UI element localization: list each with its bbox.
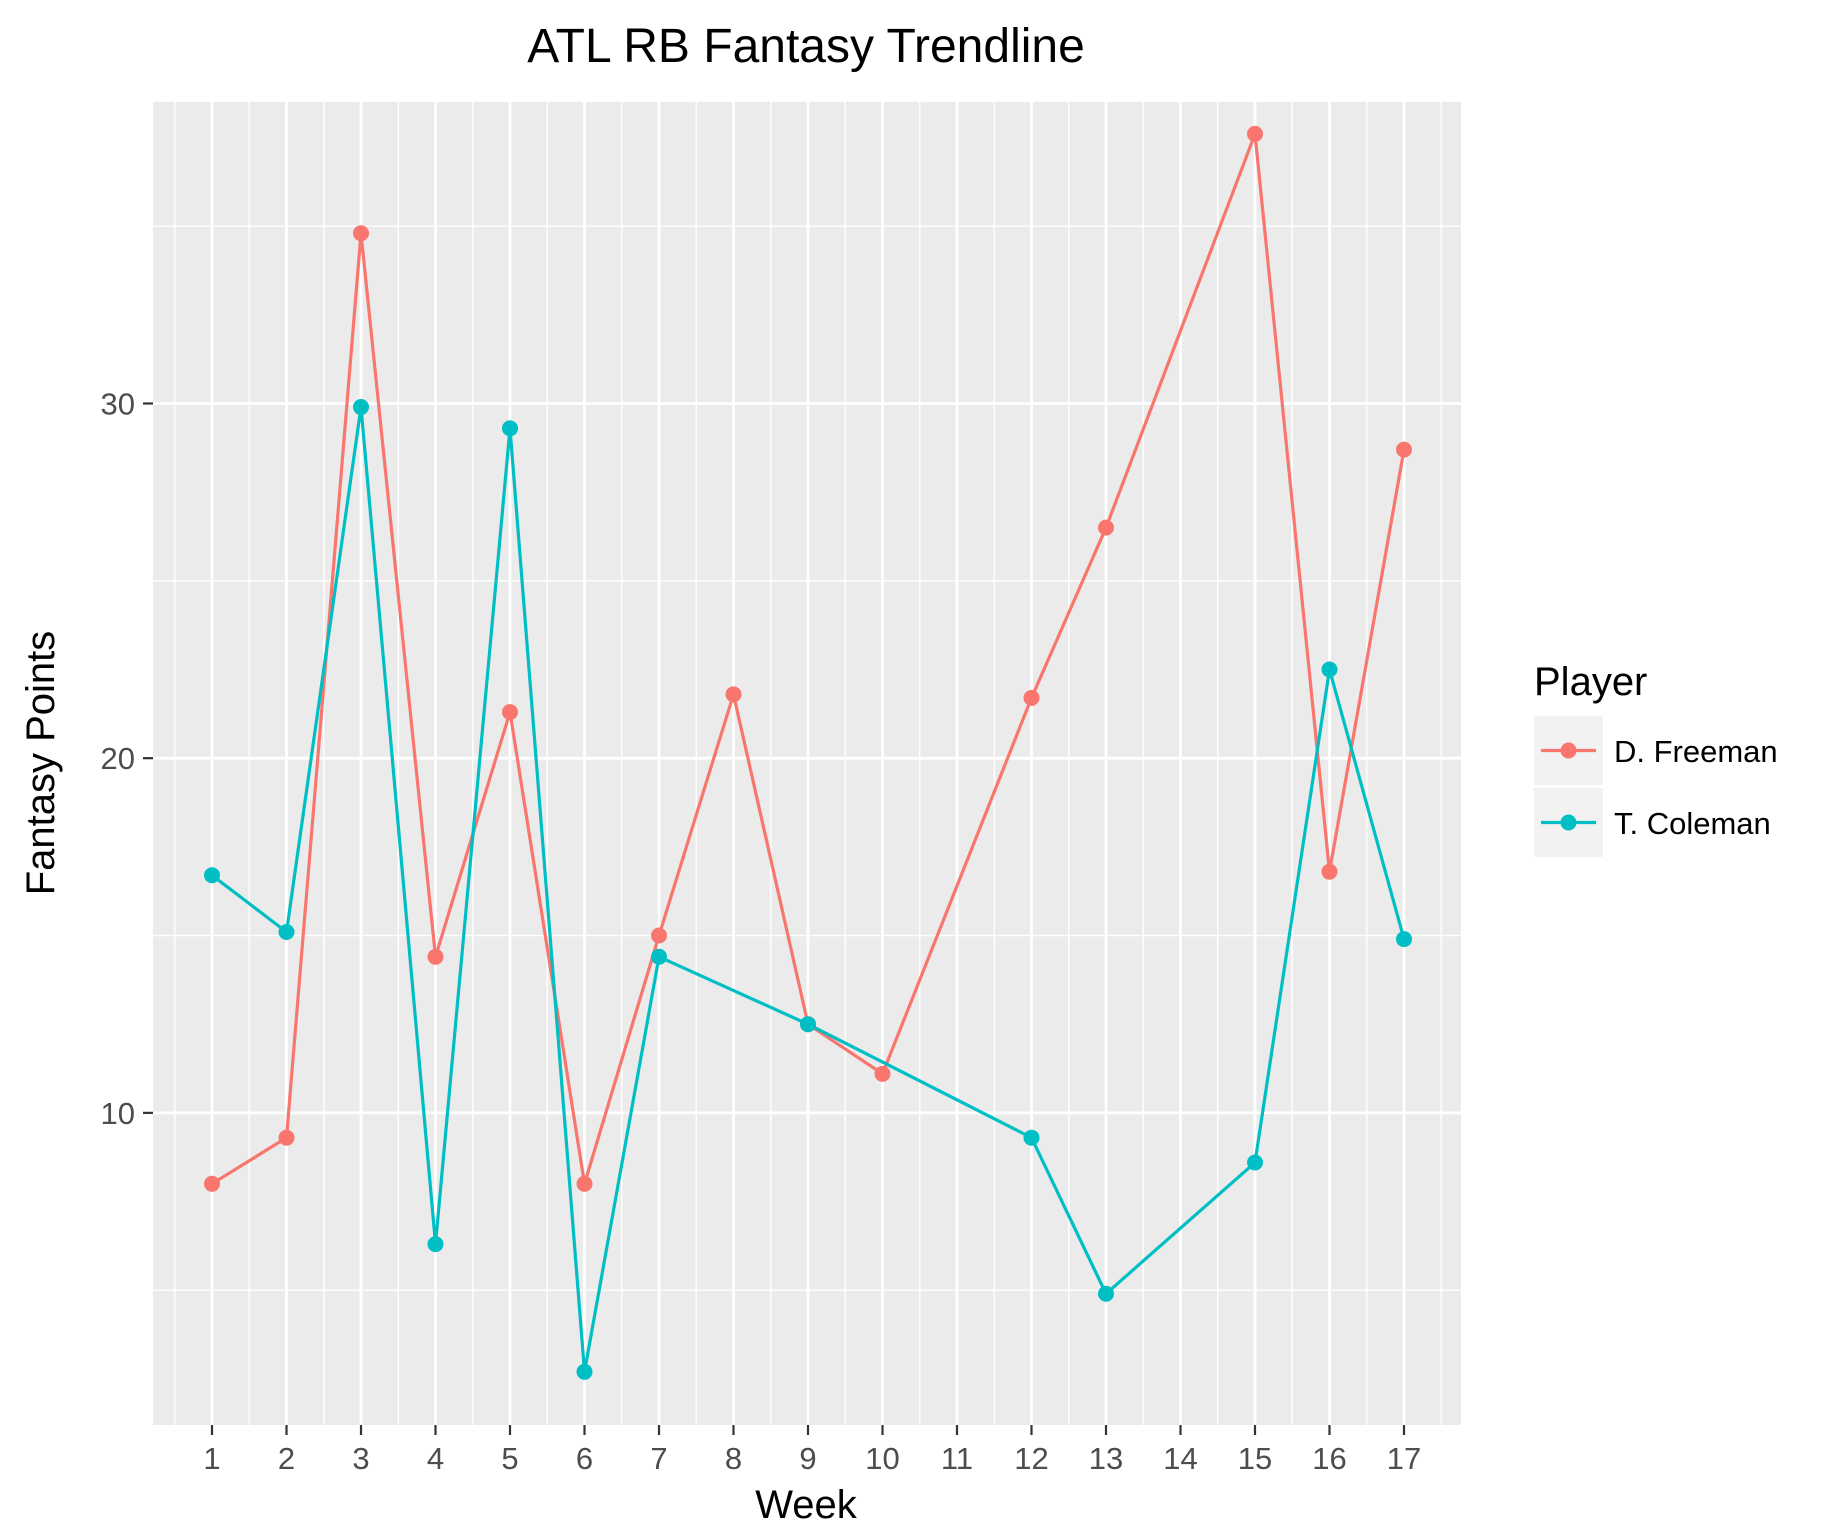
x-tick-label: 15 bbox=[1238, 1441, 1272, 1476]
data-point-t-coleman bbox=[1321, 661, 1338, 678]
data-point-t-coleman bbox=[278, 923, 295, 940]
data-point-d-freeman bbox=[576, 1175, 593, 1192]
x-tick-label: 10 bbox=[865, 1441, 899, 1476]
data-point-d-freeman bbox=[353, 225, 369, 242]
x-tick-label: 9 bbox=[799, 1441, 816, 1476]
x-tick-label: 2 bbox=[278, 1441, 295, 1476]
data-point-t-coleman bbox=[353, 399, 369, 416]
data-point-d-freeman bbox=[874, 1065, 891, 1082]
data-point-d-freeman bbox=[1098, 519, 1114, 536]
x-tick-label: 14 bbox=[1163, 1441, 1197, 1476]
y-tick-label: 10 bbox=[101, 1096, 135, 1131]
y-tick-label: 30 bbox=[101, 386, 135, 421]
data-point-d-freeman bbox=[502, 704, 518, 721]
legend-label-t-coleman: T. Coleman bbox=[1614, 806, 1771, 841]
x-axis: 1 2 3 4 5 6 7 8 9 10 11 12 13 14 15 16 17 bbox=[203, 1425, 1421, 1476]
legend: Player D. Freeman T. Coleman bbox=[1534, 660, 1778, 857]
x-tick-label: 6 bbox=[576, 1441, 593, 1476]
data-point-t-coleman bbox=[651, 948, 667, 965]
y-axis-title: Fantasy Points bbox=[19, 631, 63, 896]
data-point-t-coleman bbox=[1247, 1154, 1263, 1171]
data-point-d-freeman bbox=[1023, 689, 1040, 706]
data-point-t-coleman bbox=[502, 420, 518, 437]
legend-key-point bbox=[1560, 742, 1577, 759]
x-tick-label: 17 bbox=[1387, 1441, 1421, 1476]
x-tick-label: 7 bbox=[650, 1441, 667, 1476]
chart-title: ATL RB Fantasy Trendline bbox=[527, 20, 1085, 73]
data-point-t-coleman bbox=[576, 1363, 593, 1380]
data-point-d-freeman bbox=[725, 686, 742, 703]
data-point-d-freeman bbox=[1321, 863, 1338, 880]
x-tick-label: 1 bbox=[203, 1441, 220, 1476]
data-point-t-coleman bbox=[1396, 931, 1412, 948]
x-tick-label: 11 bbox=[941, 1441, 973, 1476]
legend-title: Player bbox=[1534, 660, 1647, 704]
x-tick-label: 13 bbox=[1089, 1441, 1123, 1476]
data-point-d-freeman bbox=[278, 1129, 295, 1146]
data-point-t-coleman bbox=[204, 867, 220, 884]
data-point-t-coleman bbox=[1098, 1285, 1114, 1302]
legend-label-d-freeman: D. Freeman bbox=[1614, 734, 1778, 769]
x-axis-title: Week bbox=[755, 1483, 858, 1527]
major-gridlines bbox=[153, 102, 1461, 1425]
data-point-d-freeman bbox=[651, 927, 667, 944]
x-tick-label: 4 bbox=[427, 1441, 444, 1476]
legend-key-point bbox=[1560, 814, 1577, 831]
data-point-t-coleman bbox=[427, 1236, 444, 1253]
x-tick-label: 5 bbox=[501, 1441, 518, 1476]
data-point-d-freeman bbox=[204, 1175, 220, 1192]
series-points bbox=[204, 125, 1412, 1380]
x-tick-label: 16 bbox=[1312, 1441, 1346, 1476]
x-tick-label: 8 bbox=[725, 1441, 742, 1476]
y-axis: 10 20 30 bbox=[101, 386, 153, 1131]
data-point-t-coleman bbox=[1023, 1129, 1040, 1146]
y-tick-label: 20 bbox=[101, 741, 135, 776]
x-tick-label: 3 bbox=[352, 1441, 369, 1476]
data-point-t-coleman bbox=[800, 1016, 816, 1033]
data-point-d-freeman bbox=[1247, 125, 1263, 142]
x-tick-label: 12 bbox=[1014, 1441, 1048, 1476]
data-point-d-freeman bbox=[1396, 441, 1412, 458]
data-point-d-freeman bbox=[427, 948, 444, 965]
